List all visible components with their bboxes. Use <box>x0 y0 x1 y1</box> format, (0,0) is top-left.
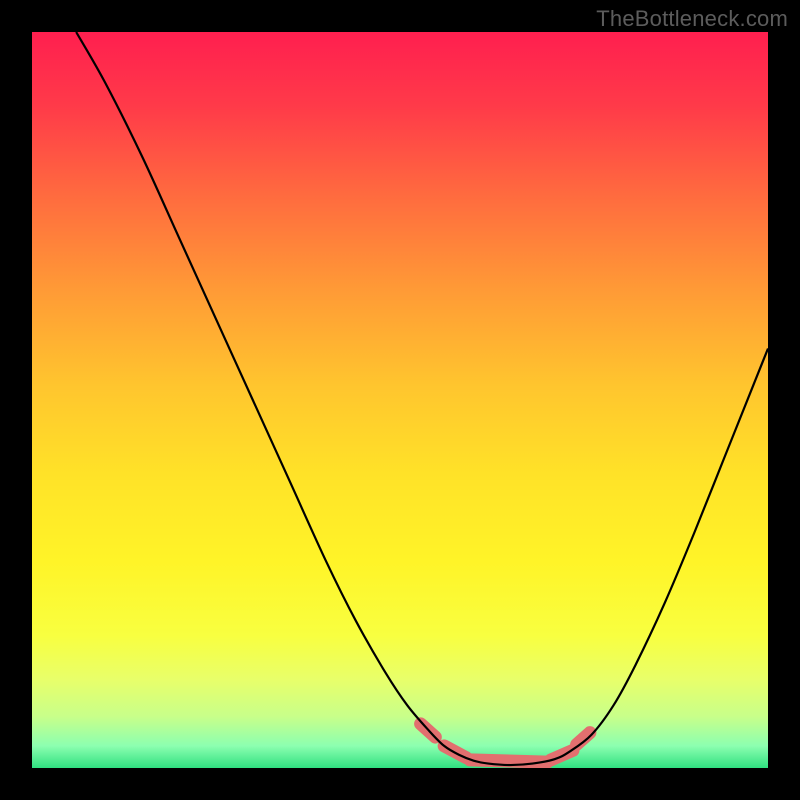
curve-layer <box>32 32 768 768</box>
plot-area <box>32 32 768 768</box>
optimal-range-marker <box>421 724 590 762</box>
chart-container: TheBottleneck.com <box>0 0 800 800</box>
bottleneck-curve <box>76 32 768 765</box>
watermark-text: TheBottleneck.com <box>596 6 788 32</box>
